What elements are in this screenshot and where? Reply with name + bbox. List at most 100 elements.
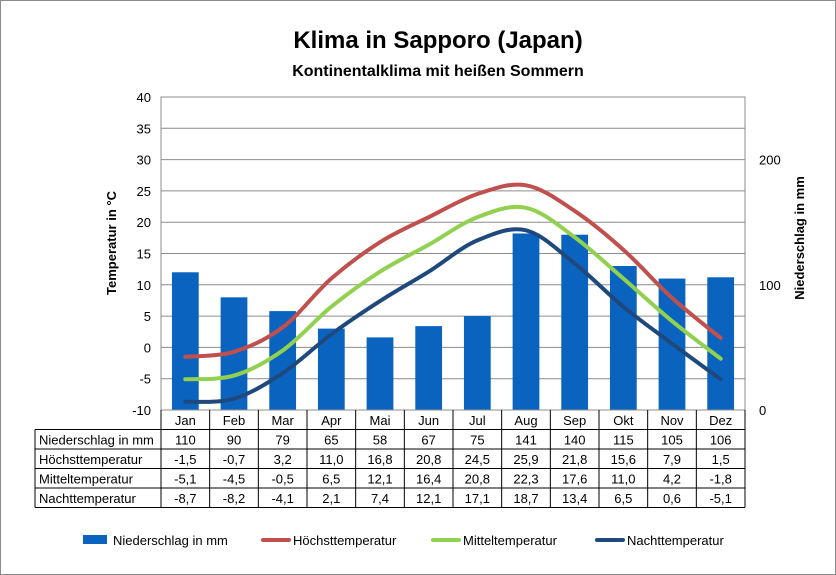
precipitation-bars bbox=[171, 233, 735, 410]
line-mitteltemperatur bbox=[183, 205, 723, 382]
precipitation-bar bbox=[609, 266, 637, 410]
data-label: 58 bbox=[373, 433, 387, 448]
legend-label: Niederschlag in mm bbox=[113, 533, 228, 548]
y-tick-label: 5 bbox=[144, 309, 151, 324]
data-label: 20,8 bbox=[416, 452, 441, 467]
data-label: 16,8 bbox=[367, 452, 392, 467]
table-row-label: Nachttemperatur bbox=[39, 491, 136, 506]
data-label: 67 bbox=[421, 433, 435, 448]
data-label: -4,5 bbox=[223, 472, 245, 487]
data-label: 18,7 bbox=[513, 491, 538, 506]
legend-label: Nachttemperatur bbox=[627, 533, 724, 548]
y-tick-label: -10 bbox=[132, 403, 151, 418]
data-label: 0,6 bbox=[663, 491, 681, 506]
data-table: Jan Feb Mar Apr Mai Jun Jul Aug Sep Okt Nov Dez Nied… bbox=[34, 410, 746, 508]
temperature-lines bbox=[183, 182, 723, 404]
x-tick-label: Dez bbox=[709, 413, 732, 428]
x-tick-label: Feb bbox=[223, 413, 245, 428]
precipitation-bar bbox=[463, 316, 491, 410]
data-label: 25,9 bbox=[513, 452, 538, 467]
data-label: -1,5 bbox=[174, 452, 196, 467]
chart-title: Klima in Sapporo (Japan) bbox=[293, 27, 582, 54]
data-label: 79 bbox=[275, 433, 289, 448]
data-label: 115 bbox=[613, 433, 634, 448]
data-label: -5,1 bbox=[174, 472, 196, 487]
precipitation-bar bbox=[366, 337, 394, 410]
x-tick-label: Sep bbox=[563, 413, 586, 428]
y-tick-label: -5 bbox=[139, 372, 151, 387]
data-label: 17,1 bbox=[465, 491, 490, 506]
x-tick-label: Aug bbox=[514, 413, 537, 428]
x-tick-label: Nov bbox=[660, 413, 684, 428]
chart-subtitle: Kontinentalklima mit heißen Sommern bbox=[292, 63, 584, 80]
data-label: 110 bbox=[175, 433, 196, 448]
data-label: 2,1 bbox=[322, 491, 340, 506]
x-tick-label: Jul bbox=[469, 413, 486, 428]
y-tick-label: 20 bbox=[137, 215, 151, 230]
data-label: 17,6 bbox=[562, 472, 587, 487]
data-label: 16,4 bbox=[416, 472, 441, 487]
precipitation-bar bbox=[171, 272, 199, 410]
data-label: 75 bbox=[470, 433, 484, 448]
data-label: -8,2 bbox=[223, 491, 245, 506]
data-label: 20,8 bbox=[465, 472, 490, 487]
precipitation-bar bbox=[512, 233, 540, 410]
data-label: -8,7 bbox=[174, 491, 196, 506]
x-tick-label: Okt bbox=[613, 413, 634, 428]
data-label: 141 bbox=[515, 433, 537, 448]
data-label: 4,2 bbox=[663, 472, 681, 487]
y2-tick-label: 200 bbox=[759, 153, 781, 168]
data-label: -4,1 bbox=[271, 491, 293, 506]
data-label: -0,5 bbox=[271, 472, 293, 487]
data-label: 22,3 bbox=[513, 472, 538, 487]
precipitation-bar bbox=[415, 326, 443, 410]
x-tick-label: Mar bbox=[271, 413, 294, 428]
y-tick-label: 10 bbox=[137, 278, 151, 293]
data-label: 21,8 bbox=[562, 452, 587, 467]
data-label: 65 bbox=[324, 433, 338, 448]
table-row-label: Höchsttemperatur bbox=[39, 452, 143, 467]
data-label: 140 bbox=[564, 433, 586, 448]
y-tick-label: 35 bbox=[137, 121, 151, 136]
y-tick-label: 40 bbox=[137, 90, 151, 105]
legend-label: Höchsttemperatur bbox=[293, 533, 397, 548]
data-label: 90 bbox=[227, 433, 241, 448]
y-tick-label: 15 bbox=[137, 247, 151, 262]
axes: -10 -5 0 5 10 15 20 25 30 35 40 0 100 200 bbox=[132, 90, 781, 418]
data-label: 13,4 bbox=[562, 491, 587, 506]
data-label: -5,1 bbox=[709, 491, 731, 506]
y2-tick-label: 100 bbox=[759, 278, 781, 293]
data-label: 1,5 bbox=[712, 452, 730, 467]
data-label: 11,0 bbox=[319, 452, 343, 467]
data-label: 24,5 bbox=[465, 452, 490, 467]
data-label: 7,9 bbox=[663, 452, 681, 467]
y-tick-label: 25 bbox=[137, 184, 151, 199]
y-tick-label: 30 bbox=[137, 153, 151, 168]
legend-label: Mitteltemperatur bbox=[463, 533, 558, 548]
data-label: -1,8 bbox=[709, 472, 731, 487]
data-label: 106 bbox=[710, 433, 732, 448]
x-tick-label: Mai bbox=[370, 413, 391, 428]
y-tick-label: 0 bbox=[144, 340, 151, 355]
line-nachttemperatur bbox=[183, 227, 723, 404]
line-h-chsttemperatur bbox=[183, 182, 723, 359]
precipitation-bar bbox=[707, 277, 735, 410]
data-label: 7,4 bbox=[371, 491, 389, 506]
x-tick-label: Apr bbox=[321, 413, 342, 428]
data-label: 15,6 bbox=[611, 452, 636, 467]
y2-axis-label: Niederschlag in mm bbox=[792, 176, 807, 300]
data-label: 11,0 bbox=[611, 472, 635, 487]
y-axis-label: Temperatur in °C bbox=[104, 190, 119, 295]
x-tick-label: Jan bbox=[175, 413, 196, 428]
table-row-label: Niederschlag in mm bbox=[39, 433, 154, 448]
data-label: 6,5 bbox=[322, 472, 340, 487]
x-tick-label: Jun bbox=[418, 413, 439, 428]
y2-tick-label: 0 bbox=[759, 403, 766, 418]
legend-swatch bbox=[83, 535, 107, 544]
legend: Niederschlag in mm Höchsttemperatur Mittel… bbox=[83, 533, 724, 548]
data-label: 12,1 bbox=[367, 472, 392, 487]
table-row-label: Mitteltemperatur bbox=[39, 472, 134, 487]
data-label: 6,5 bbox=[614, 491, 632, 506]
